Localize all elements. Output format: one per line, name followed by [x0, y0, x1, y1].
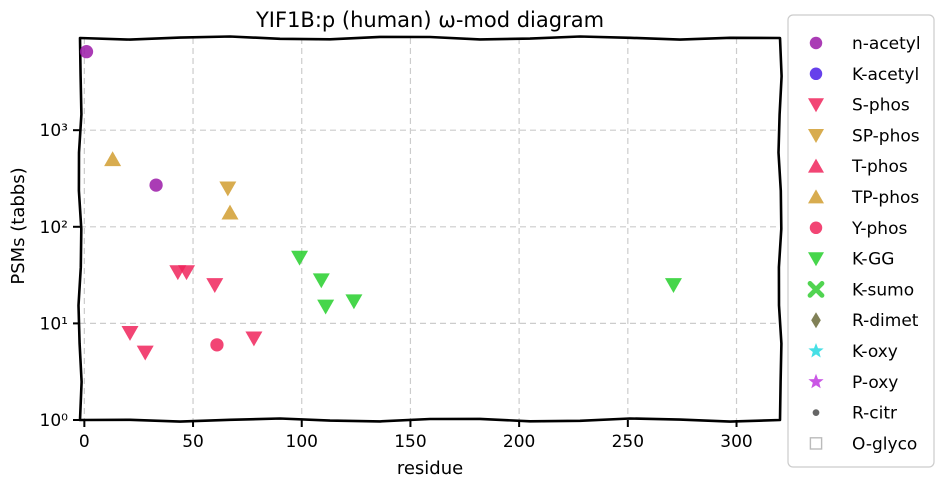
legend-marker [809, 437, 823, 450]
y-axis-label: PSMs (tabbs) [8, 167, 29, 284]
data-point-n-acetyl [79, 45, 94, 59]
legend-marker [808, 343, 824, 358]
data-point-s-phos [206, 278, 224, 294]
chart-title: YIF1B:p (human) ω-mod diagram [255, 8, 604, 32]
data-point-k-gg [664, 278, 682, 294]
y-tick-label: 10⁰ [40, 411, 69, 431]
y-tick-label: 10² [40, 218, 68, 238]
legend-marker [808, 158, 824, 173]
legend-label: TP-phos [851, 188, 919, 208]
legend-marker [808, 252, 824, 267]
legend-label: Y-phos [851, 219, 907, 239]
legend-label: K-oxy [852, 342, 898, 362]
legend-label: SP-phos [852, 126, 920, 146]
legend-label: R-citr [852, 404, 897, 424]
x-axis-label: residue [397, 458, 463, 479]
legend-label: S-phos [852, 96, 910, 116]
data-point-y-phos [210, 338, 224, 352]
axis-ticks: 0 50 100 150 200 250 300 10⁰ 10¹ 10² 10³ [40, 121, 753, 452]
legend-label: n-acetyl [852, 34, 921, 54]
data-points [79, 45, 682, 361]
legend-label: K-GG [852, 250, 894, 270]
legend-label: P-oxy [852, 373, 898, 393]
data-point-s-phos [245, 331, 263, 347]
x-tick-label: 300 [720, 432, 752, 452]
y-tick-label: 10³ [40, 121, 68, 141]
legend-marker [807, 281, 825, 298]
x-tick-label: 150 [394, 432, 426, 452]
plot-frame [77, 35, 783, 423]
legend-label: O-glyco [852, 434, 917, 454]
legend-label: T-phos [851, 157, 908, 177]
legend-label: R-dimet [852, 311, 919, 331]
data-point-s-phos [136, 345, 154, 361]
legend-marker [811, 312, 821, 329]
data-point-s-phos [121, 325, 139, 341]
x-tick-label: 200 [503, 432, 535, 452]
data-point-n-acetyl [149, 178, 163, 192]
data-point-sp-phos [219, 181, 237, 197]
data-point-k-gg [291, 250, 309, 266]
legend-items: n-acetyl K-acetyl S-phos SP-phos T-phos TP-ph… [807, 34, 921, 454]
legend-marker [808, 98, 824, 113]
data-point-s-phos [178, 265, 196, 281]
x-tick-label: 250 [612, 432, 644, 452]
legend-marker [809, 67, 823, 81]
legend: n-acetyl K-acetyl S-phos SP-phos T-phos TP-ph… [787, 14, 935, 468]
legend-marker [809, 221, 823, 235]
x-tick-label: 100 [286, 432, 318, 452]
legend-marker [809, 36, 823, 50]
legend-marker [808, 189, 824, 204]
legend-label: K-sumo [852, 280, 914, 300]
legend-label: K-acetyl [852, 65, 919, 85]
legend-frame [787, 14, 935, 468]
data-point-tp-phos [104, 151, 122, 167]
y-tick-label: 10¹ [40, 314, 68, 334]
data-point-k-gg [317, 299, 335, 315]
legend-marker [808, 129, 824, 143]
data-point-tp-phos [221, 204, 239, 220]
legend-marker [812, 409, 820, 416]
data-point-k-gg [312, 273, 330, 289]
legend-marker [808, 373, 824, 389]
data-point-k-gg [345, 294, 363, 310]
x-tick-label: 0 [79, 432, 90, 452]
x-tick-label: 50 [182, 432, 204, 452]
grid [80, 38, 780, 420]
